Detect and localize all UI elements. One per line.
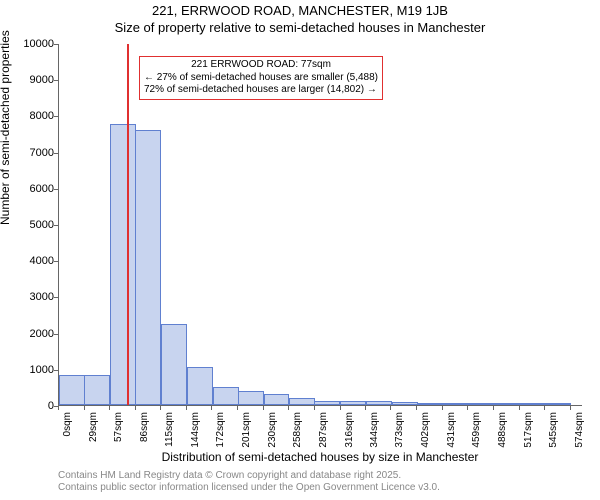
xtick-label: 517sqm <box>523 412 534 448</box>
xtick-label: 29sqm <box>88 412 99 442</box>
histogram-bar <box>314 401 340 405</box>
xtick-label: 287sqm <box>318 412 329 448</box>
chart-title-sub: Size of property relative to semi-detach… <box>0 20 600 35</box>
histogram-bar <box>519 403 545 405</box>
xtick-label: 431sqm <box>446 412 457 448</box>
xtick-mark <box>109 406 110 410</box>
xtick-mark <box>570 406 571 410</box>
xtick-mark <box>390 406 391 410</box>
histogram-bar <box>493 403 519 405</box>
xtick-label: 115sqm <box>164 412 175 447</box>
ytick-mark <box>54 297 58 298</box>
histogram-bar <box>417 403 443 405</box>
xtick-mark <box>135 406 136 410</box>
attribution-text: Contains HM Land Registry data © Crown c… <box>58 470 440 494</box>
xtick-mark <box>314 406 315 410</box>
xtick-label: 258sqm <box>292 412 303 448</box>
ytick-label: 8000 <box>30 110 54 122</box>
xtick-mark <box>186 406 187 410</box>
ytick-label: 3000 <box>30 291 54 303</box>
xtick-label: 316sqm <box>344 412 355 448</box>
xtick-mark <box>365 406 366 410</box>
xtick-label: 545sqm <box>548 412 559 448</box>
chart-title-main: 221, ERRWOOD ROAD, MANCHESTER, M19 1JB <box>0 3 600 18</box>
attribution-line1: Contains HM Land Registry data © Crown c… <box>58 470 440 482</box>
histogram-bar <box>238 391 264 405</box>
ytick-mark <box>54 189 58 190</box>
xtick-mark <box>211 406 212 410</box>
xtick-label: 574sqm <box>574 412 585 448</box>
histogram-bar <box>468 403 494 405</box>
xtick-label: 230sqm <box>267 412 278 448</box>
histogram-bar <box>110 124 136 405</box>
xtick-mark <box>493 406 494 410</box>
xtick-mark <box>442 406 443 410</box>
annotation-box: 221 ERRWOOD ROAD: 77sqm← 27% of semi-det… <box>139 56 383 100</box>
xtick-label: 344sqm <box>369 412 380 448</box>
ytick-mark <box>54 370 58 371</box>
ytick-label: 2000 <box>30 328 54 340</box>
histogram-bar <box>545 403 571 405</box>
xtick-mark <box>84 406 85 410</box>
xtick-label: 373sqm <box>394 412 405 448</box>
xtick-mark <box>544 406 545 410</box>
xtick-mark <box>519 406 520 410</box>
annotation-line1: 221 ERRWOOD ROAD: 77sqm <box>144 59 378 72</box>
histogram-bar <box>443 403 469 405</box>
chart-container: 221, ERRWOOD ROAD, MANCHESTER, M19 1JB S… <box>0 0 600 500</box>
histogram-bar <box>264 394 290 405</box>
ytick-label: 10000 <box>23 38 54 50</box>
annotation-line3: 72% of semi-detached houses are larger (… <box>144 84 378 97</box>
y-axis-label: Number of semi-detached properties <box>0 30 12 225</box>
ytick-label: 7000 <box>30 147 54 159</box>
xtick-label: 144sqm <box>190 412 201 448</box>
histogram-bar <box>340 401 366 405</box>
histogram-bar <box>161 324 187 405</box>
xtick-mark <box>467 406 468 410</box>
xtick-mark <box>58 406 59 410</box>
xtick-label: 86sqm <box>139 412 150 442</box>
histogram-bar <box>84 375 110 405</box>
xtick-mark <box>263 406 264 410</box>
xtick-label: 0sqm <box>62 412 73 436</box>
histogram-bar <box>213 387 239 405</box>
ytick-label: 4000 <box>30 255 54 267</box>
ytick-mark <box>54 225 58 226</box>
xtick-label: 459sqm <box>471 412 482 448</box>
ytick-mark <box>54 261 58 262</box>
xtick-label: 488sqm <box>497 412 508 448</box>
ytick-label: 6000 <box>30 183 54 195</box>
ytick-mark <box>54 116 58 117</box>
ytick-mark <box>54 334 58 335</box>
xtick-mark <box>340 406 341 410</box>
ytick-label: 1000 <box>30 364 54 376</box>
ytick-label: 5000 <box>30 219 54 231</box>
xtick-mark <box>160 406 161 410</box>
ytick-label: 0 <box>48 400 54 412</box>
ytick-label: 9000 <box>30 74 54 86</box>
plot-area: 221 ERRWOOD ROAD: 77sqm← 27% of semi-det… <box>58 44 582 406</box>
xtick-label: 57sqm <box>113 412 124 442</box>
xtick-label: 402sqm <box>420 412 431 448</box>
xtick-label: 172sqm <box>215 412 226 448</box>
annotation-line2: ← 27% of semi-detached houses are smalle… <box>144 72 378 85</box>
histogram-bar <box>289 398 315 405</box>
histogram-bar <box>392 402 418 405</box>
xtick-mark <box>237 406 238 410</box>
ytick-mark <box>54 80 58 81</box>
xtick-mark <box>416 406 417 410</box>
ytick-mark <box>54 44 58 45</box>
x-axis-label: Distribution of semi-detached houses by … <box>58 450 582 464</box>
histogram-bar <box>187 367 213 405</box>
property-marker-line <box>127 44 129 405</box>
ytick-mark <box>54 153 58 154</box>
histogram-bar <box>59 375 85 405</box>
histogram-bar <box>135 130 161 405</box>
xtick-mark <box>288 406 289 410</box>
xtick-label: 201sqm <box>241 412 252 448</box>
histogram-bar <box>366 401 392 405</box>
attribution-line2: Contains public sector information licen… <box>58 482 440 494</box>
